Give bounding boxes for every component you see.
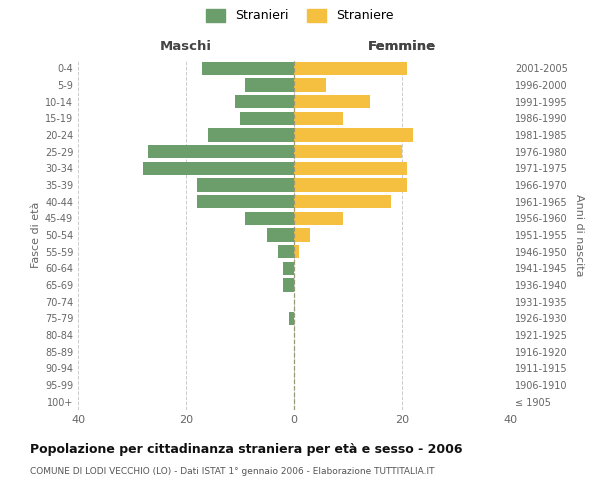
Bar xyxy=(148,145,294,158)
Text: Femmine: Femmine xyxy=(368,40,436,53)
Bar xyxy=(283,278,294,291)
Legend: Stranieri, Straniere: Stranieri, Straniere xyxy=(206,8,394,22)
Bar xyxy=(294,95,370,108)
Bar xyxy=(208,128,294,141)
Text: Popolazione per cittadinanza straniera per età e sesso - 2006: Popolazione per cittadinanza straniera p… xyxy=(30,442,463,456)
Bar xyxy=(197,178,294,192)
Bar xyxy=(202,62,294,75)
Bar xyxy=(197,195,294,208)
Bar xyxy=(294,112,343,125)
Bar xyxy=(240,112,294,125)
Bar xyxy=(294,245,299,258)
Bar xyxy=(294,212,343,225)
Bar xyxy=(235,95,294,108)
Text: Femmine: Femmine xyxy=(368,40,436,53)
Text: COMUNE DI LODI VECCHIO (LO) - Dati ISTAT 1° gennaio 2006 - Elaborazione TUTTITAL: COMUNE DI LODI VECCHIO (LO) - Dati ISTAT… xyxy=(30,468,434,476)
Bar xyxy=(294,128,413,141)
Bar xyxy=(294,178,407,192)
Bar xyxy=(245,212,294,225)
Text: Maschi: Maschi xyxy=(160,40,212,53)
Bar xyxy=(289,312,294,325)
Bar xyxy=(283,262,294,275)
Bar xyxy=(267,228,294,241)
Bar xyxy=(294,162,407,175)
Y-axis label: Fasce di età: Fasce di età xyxy=(31,202,41,268)
Bar xyxy=(294,145,402,158)
Bar xyxy=(278,245,294,258)
Bar xyxy=(245,78,294,92)
Bar xyxy=(294,62,407,75)
Bar xyxy=(294,228,310,241)
Bar xyxy=(294,195,391,208)
Bar xyxy=(294,78,326,92)
Bar xyxy=(143,162,294,175)
Y-axis label: Anni di nascita: Anni di nascita xyxy=(574,194,584,276)
